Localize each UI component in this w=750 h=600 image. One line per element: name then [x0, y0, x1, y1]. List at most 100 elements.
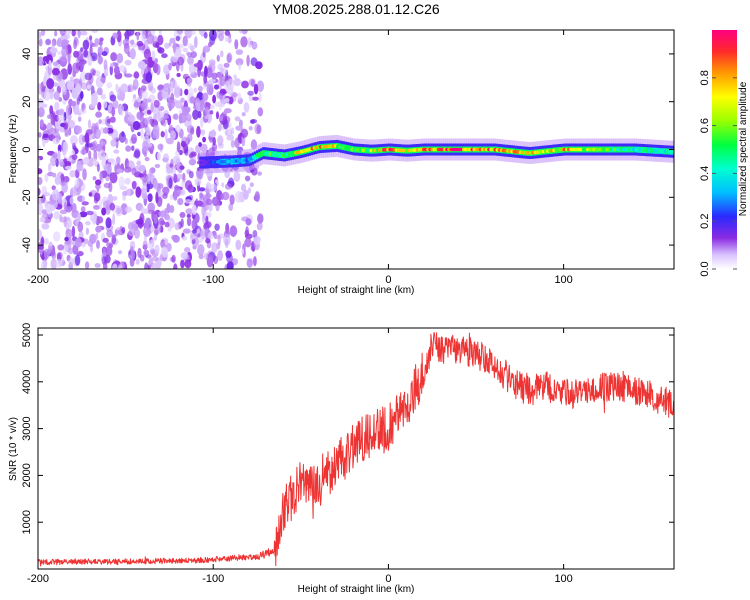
noise-cell	[38, 98, 45, 108]
noise-cell	[81, 103, 85, 113]
noise-cell	[54, 30, 58, 37]
noise-cell	[227, 37, 232, 44]
noise-cell	[189, 96, 196, 104]
noise-cell	[116, 53, 124, 64]
noise-cell	[206, 84, 214, 96]
noise-cell	[176, 56, 185, 66]
noise-cell	[95, 111, 102, 118]
noise-cell	[180, 252, 188, 260]
noise-cell	[178, 113, 183, 124]
noise-cell	[164, 129, 168, 141]
noise-cell	[194, 36, 198, 49]
noise-cell	[101, 51, 108, 57]
noise-cell	[184, 30, 193, 39]
colorbar-tick-label: 0.6	[699, 118, 711, 133]
noise-cell	[107, 193, 114, 206]
noise-cell	[249, 182, 254, 188]
noise-cell	[44, 173, 49, 183]
noise-cell	[43, 192, 51, 197]
noise-cell	[157, 47, 165, 54]
noise-cell	[102, 247, 107, 259]
noise-cell	[41, 209, 47, 215]
noise-cell	[105, 115, 111, 127]
noise-cell	[69, 196, 74, 205]
noise-cell	[151, 50, 156, 62]
noise-cell	[82, 168, 87, 181]
noise-cell	[56, 252, 62, 262]
noise-cell	[60, 181, 66, 186]
y-tick-label: 40	[21, 48, 33, 60]
noise-cell	[189, 45, 195, 52]
noise-cell	[64, 34, 71, 40]
noise-cell	[136, 40, 144, 47]
noise-cell	[87, 119, 92, 129]
noise-cell	[141, 206, 145, 215]
noise-cell	[49, 105, 54, 115]
noise-cell	[234, 116, 241, 122]
noise-cell	[91, 30, 99, 33]
noise-cell	[234, 137, 240, 149]
noise-cell	[105, 217, 112, 229]
noise-cell	[73, 103, 80, 115]
noise-cell	[80, 91, 84, 100]
noise-cell	[76, 50, 84, 62]
noise-cell	[204, 65, 208, 78]
noise-cell	[199, 129, 206, 134]
noise-cell	[175, 35, 181, 42]
snr-frame	[37, 327, 675, 570]
noise-cell	[244, 175, 251, 182]
noise-cell	[195, 97, 201, 110]
noise-cell	[146, 109, 152, 115]
noise-cell	[223, 62, 230, 68]
noise-cell	[142, 183, 148, 194]
noise-cell	[74, 178, 80, 189]
noise-cell	[208, 59, 216, 66]
noise-cell	[102, 237, 109, 243]
noise-cell	[79, 71, 88, 82]
noise-cell	[122, 190, 129, 196]
noise-cell	[168, 177, 173, 189]
noise-cell	[42, 133, 49, 139]
noise-cell	[121, 131, 125, 137]
noise-cell	[127, 30, 135, 36]
noise-cell	[38, 245, 44, 250]
noise-cell	[257, 213, 264, 224]
noise-cell	[106, 229, 114, 238]
noise-cell	[42, 140, 46, 148]
noise-cell	[184, 88, 189, 96]
noise-cell	[228, 96, 234, 105]
noise-cell	[174, 222, 180, 231]
noise-cell	[77, 221, 84, 233]
noise-cell	[162, 186, 170, 195]
noise-cell	[154, 244, 160, 255]
noise-cell	[100, 93, 107, 100]
noise-cell	[151, 256, 159, 262]
noise-cell	[142, 140, 149, 152]
noise-cell	[144, 156, 150, 162]
noise-cell	[205, 215, 209, 225]
noise-cell	[176, 72, 181, 78]
noise-cell	[38, 56, 45, 66]
noise-cell	[79, 61, 85, 69]
noise-cell	[197, 244, 205, 256]
noise-cell	[39, 119, 44, 128]
noise-cell	[205, 193, 212, 198]
noise-cell	[55, 259, 63, 268]
noise-cell	[146, 173, 152, 185]
noise-cell	[110, 52, 118, 62]
noise-cell	[241, 80, 249, 89]
noise-cell	[107, 104, 112, 113]
noise-cell	[71, 209, 79, 219]
noise-cell	[180, 218, 184, 228]
noise-cell	[38, 229, 43, 241]
noise-cell	[77, 30, 81, 39]
noise-cell	[87, 55, 93, 66]
noise-cell	[156, 110, 165, 122]
noise-cell	[132, 78, 139, 90]
ridge-core-cell	[670, 150, 674, 154]
noise-cell	[157, 84, 164, 91]
noise-cell	[125, 145, 132, 152]
noise-cell	[94, 192, 101, 202]
noise-cell	[143, 208, 149, 215]
noise-cell	[218, 32, 225, 42]
